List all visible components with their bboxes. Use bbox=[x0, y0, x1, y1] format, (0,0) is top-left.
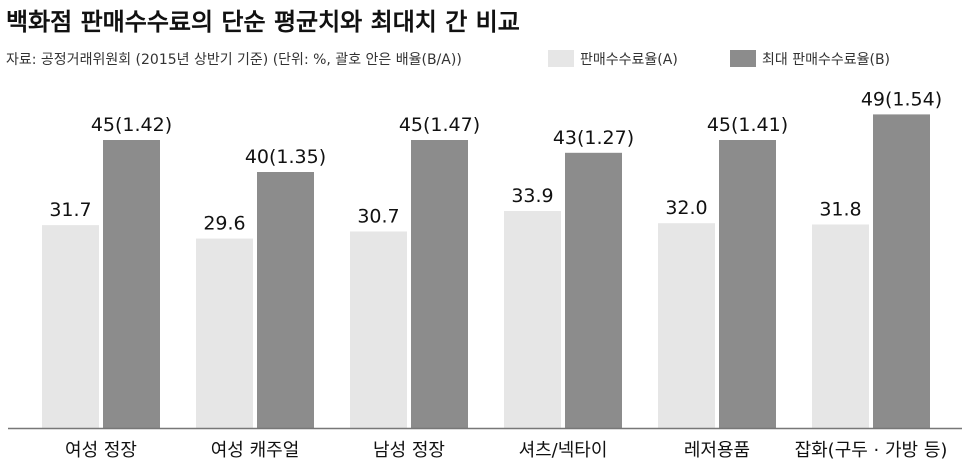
bar-a-4 bbox=[658, 223, 715, 428]
value-label-a-0: 31.7 bbox=[49, 199, 91, 221]
bar-b-2 bbox=[411, 140, 468, 428]
value-label-a-2: 30.7 bbox=[357, 206, 399, 228]
category-label-5: 잡화(구두 · 가방 등) bbox=[795, 440, 948, 461]
bar-b-0 bbox=[103, 140, 160, 428]
bar-a-1 bbox=[196, 238, 253, 428]
category-label-1: 여성 캐주얼 bbox=[211, 440, 300, 461]
category-label-0: 여성 정장 bbox=[65, 440, 137, 461]
bar-a-0 bbox=[42, 225, 99, 428]
value-label-a-3: 33.9 bbox=[511, 185, 553, 207]
bar-a-5 bbox=[812, 224, 869, 428]
value-label-b-5: 49(1.54) bbox=[861, 88, 942, 110]
legend-label-a: 판매수수료율(A) bbox=[580, 52, 678, 68]
category-label-3: 셔츠/넥타이 bbox=[519, 440, 608, 461]
legend-swatch-b bbox=[730, 50, 756, 67]
bar-a-2 bbox=[350, 231, 407, 428]
value-label-b-4: 45(1.41) bbox=[707, 114, 788, 136]
value-label-b-0: 45(1.42) bbox=[91, 114, 172, 136]
legend: 판매수수료율(A) 최대 판매수수료율(B) bbox=[548, 50, 890, 68]
chart-subtitle: 자료: 공정거래위원회 (2015년 상반기 기준) (단위: %, 괄호 안은… bbox=[6, 52, 462, 68]
bar-b-3 bbox=[565, 152, 622, 429]
value-label-b-3: 43(1.27) bbox=[553, 127, 634, 149]
value-label-a-5: 31.8 bbox=[819, 198, 861, 220]
category-label-2: 남성 정장 bbox=[373, 440, 445, 461]
legend-swatch-a bbox=[548, 50, 574, 67]
value-label-a-1: 29.6 bbox=[203, 213, 245, 235]
value-label-a-4: 32.0 bbox=[665, 197, 707, 219]
bar-b-5 bbox=[873, 114, 930, 429]
plot-area: 31.7 45(1.42) 여성 정장 29.6 40(1.35) 여성 캐주얼 30.7 4… bbox=[8, 88, 962, 461]
value-label-b-1: 40(1.35) bbox=[245, 146, 326, 168]
legend-label-b: 최대 판매수수료율(B) bbox=[762, 52, 890, 68]
bar-b-1 bbox=[257, 172, 314, 428]
value-label-b-2: 45(1.47) bbox=[399, 114, 480, 136]
category-label-4: 레저용품 bbox=[684, 440, 750, 461]
bar-b-4 bbox=[719, 140, 776, 428]
chart-title: 백화점 판매수수료의 단순 평균치와 최대치 간 비교 bbox=[6, 8, 520, 36]
bar-a-3 bbox=[504, 211, 561, 428]
